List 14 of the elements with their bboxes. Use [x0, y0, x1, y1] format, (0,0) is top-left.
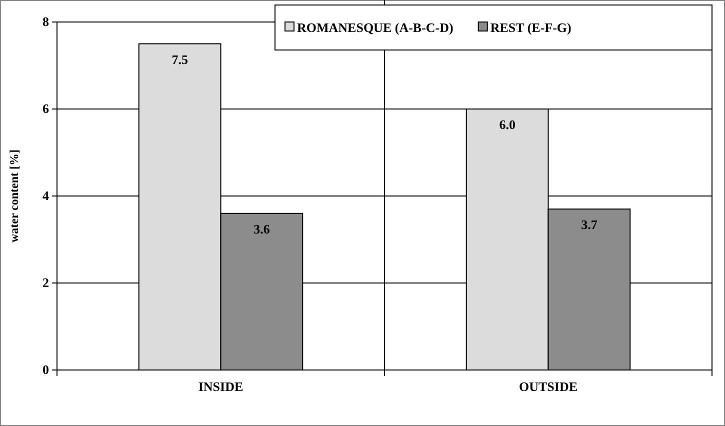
legend-label: REST (E-F-G) — [490, 20, 572, 35]
x-tick-label: INSIDE — [198, 379, 244, 394]
data-label: 6.0 — [499, 117, 516, 132]
x-tick-label: OUTSIDE — [518, 379, 578, 394]
data-label: 3.6 — [254, 221, 270, 236]
y-axis-title: water content [%] — [7, 149, 21, 243]
data-label: 3.7 — [581, 217, 598, 232]
y-tick-label: 8 — [42, 14, 50, 30]
y-tick-label: 2 — [42, 275, 49, 290]
legend-label: ROMANESQUE (A-B-C-D) — [297, 20, 454, 35]
y-tick-label: 6 — [42, 101, 50, 116]
y-tick-label: 0 — [42, 362, 49, 378]
data-label: 7.5 — [172, 52, 188, 67]
y-tick-label: 4 — [42, 188, 50, 204]
